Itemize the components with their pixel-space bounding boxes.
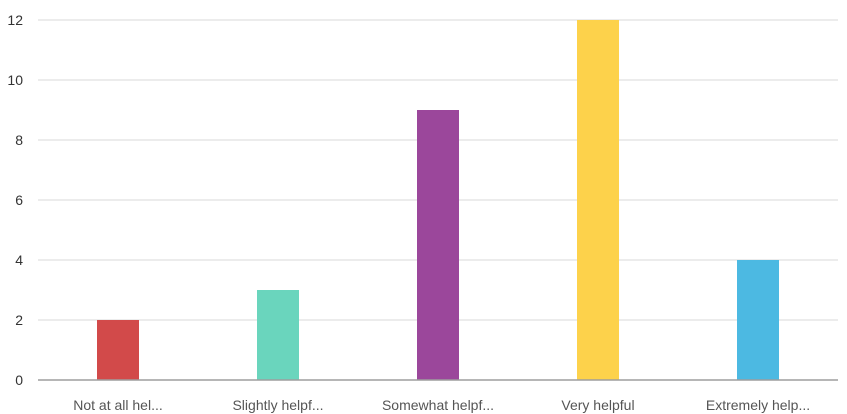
y-tick-label: 6	[15, 192, 23, 208]
x-category-label: Slightly helpf...	[232, 397, 323, 413]
x-category-label: Very helpful	[561, 397, 634, 413]
bar[interactable]	[97, 320, 139, 380]
y-axis-ticks: 0 2 4 6 8 10 12	[7, 12, 23, 388]
y-tick-label: 0	[15, 372, 23, 388]
bars	[97, 20, 779, 380]
bar[interactable]	[417, 110, 459, 380]
x-category-label: Somewhat helpf...	[382, 397, 494, 413]
x-category-label: Not at all hel...	[73, 397, 163, 413]
y-tick-label: 4	[15, 252, 23, 268]
bar[interactable]	[577, 20, 619, 380]
bar[interactable]	[737, 260, 779, 380]
x-category-label: Extremely help...	[706, 397, 810, 413]
x-axis-labels: Not at all hel... Slightly helpf... Somewh…	[73, 397, 810, 413]
y-tick-label: 2	[15, 312, 23, 328]
y-tick-label: 10	[7, 72, 23, 88]
y-tick-label: 8	[15, 132, 23, 148]
y-tick-label: 12	[7, 12, 23, 28]
bar[interactable]	[257, 290, 299, 380]
